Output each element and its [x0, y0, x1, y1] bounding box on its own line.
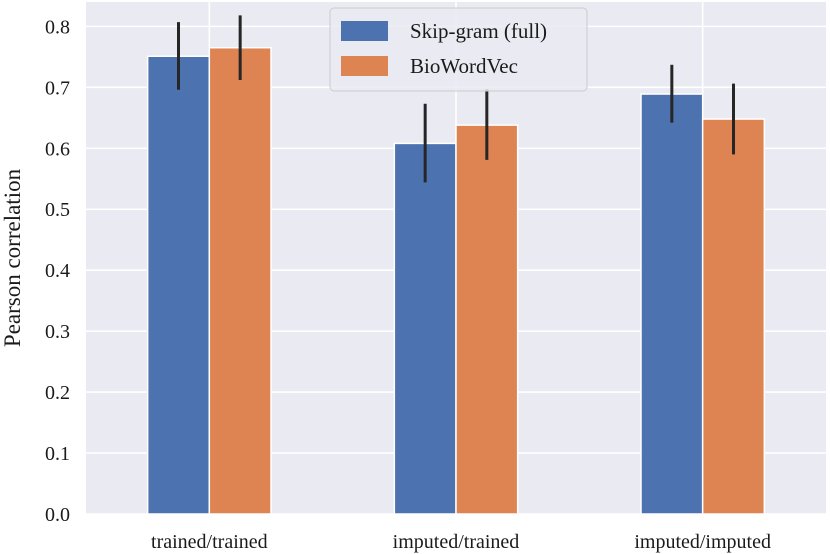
legend-label: Skip-gram (full): [410, 19, 547, 43]
legend-label: BioWordVec: [410, 54, 518, 78]
bars: [146, 46, 766, 515]
legend-box: [329, 7, 588, 92]
y-tick-label: 0.5: [45, 199, 70, 221]
bar: [455, 124, 519, 515]
x-tick-labels: trained/trained imputed/trained imputed/im…: [151, 531, 771, 553]
legend-swatch: [341, 21, 388, 41]
bar: [146, 55, 211, 515]
y-tick-label: 0.2: [45, 382, 70, 404]
bar: [393, 142, 457, 515]
bar: [640, 93, 704, 515]
bar: [701, 118, 766, 515]
y-tick-label: 0.8: [45, 16, 70, 38]
y-tick-label: 0.0: [45, 504, 70, 526]
y-tick-label: 0.7: [45, 77, 70, 99]
x-tick-label: imputed/imputed: [634, 531, 771, 553]
y-tick-labels: 0.0 0.1 0.2 0.3 0.4 0.5 0.6 0.7 0.8: [45, 16, 70, 526]
error-bars: [177, 15, 735, 183]
y-tick-label: 0.3: [45, 321, 70, 343]
x-tick-label: imputed/trained: [393, 531, 520, 553]
legend-swatch: [341, 56, 388, 76]
y-axis-label: Pearson correlation: [0, 168, 25, 347]
y-tick-label: 0.4: [45, 260, 70, 282]
bar: [208, 46, 272, 515]
legend: Skip-gram (full) BioWordVec: [329, 7, 588, 92]
y-tick-label: 0.6: [45, 138, 70, 160]
x-tick-label: trained/trained: [151, 531, 268, 553]
y-tick-label: 0.1: [45, 443, 70, 465]
